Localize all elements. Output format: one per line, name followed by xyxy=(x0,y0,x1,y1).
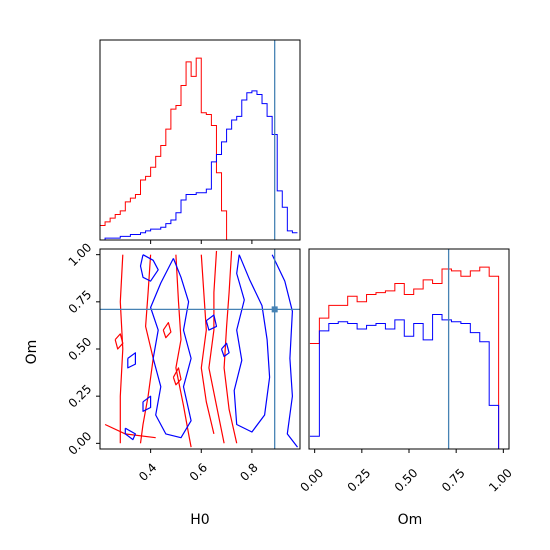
x-axis-label-om: Om xyxy=(398,512,423,528)
h0-histogram-frame xyxy=(99,39,301,241)
contour-series-2-line-2 xyxy=(150,258,192,439)
contour-series-2-line-1 xyxy=(139,254,159,282)
y-axis-label-om: Om xyxy=(24,340,40,365)
x-axis-label-h0: H0 xyxy=(190,512,209,528)
contour-series-1-line-1 xyxy=(119,254,124,444)
contour-series-2-line-5 xyxy=(124,427,136,441)
contour-series-1-line-4 xyxy=(175,254,192,448)
contour-series-1-line-6 xyxy=(208,250,225,444)
h0-histogram-panel xyxy=(99,39,301,244)
om-histogram-series-1 xyxy=(309,266,509,450)
truth-point-marker xyxy=(271,306,278,313)
contour-series-2-line-8 xyxy=(205,314,218,331)
contour-series-1-line-10 xyxy=(172,367,182,386)
contour-series-2-line-4 xyxy=(271,254,298,448)
contour-series-1-line-5 xyxy=(200,254,215,435)
contour-series-2-line-9 xyxy=(220,342,230,358)
h0-histogram-series-2 xyxy=(100,90,298,241)
axis-labels: H0 Om Om xyxy=(24,340,422,528)
contour-series-2-line-3 xyxy=(233,254,271,433)
contour-plot-area xyxy=(100,249,300,449)
contour-series-1-line-9 xyxy=(162,322,172,339)
contour-series-2-line-7 xyxy=(142,395,152,412)
contour-series-1-line-8 xyxy=(114,333,124,350)
contour-series-2-line-6 xyxy=(127,352,136,369)
om-histogram-series-2 xyxy=(309,313,509,450)
contour-series-1-line-7 xyxy=(223,250,238,444)
